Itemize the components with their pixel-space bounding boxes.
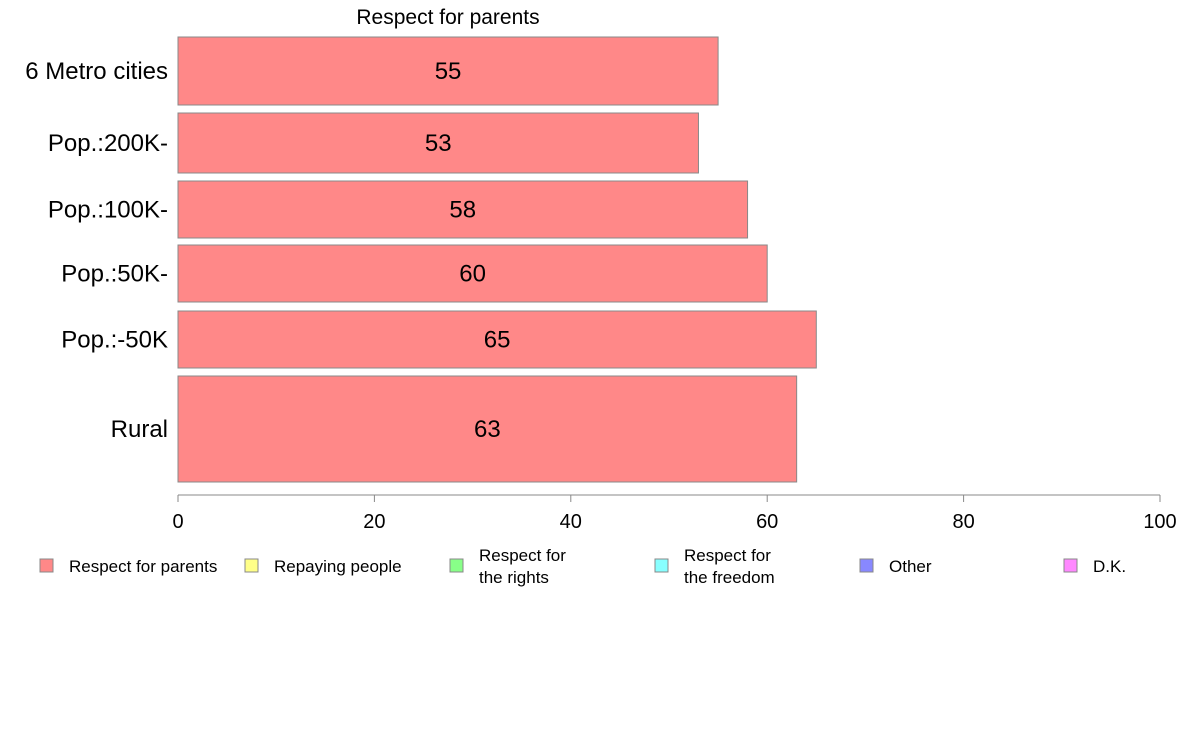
bars-group: 55 6 Metro cities 53 Pop.:200K- 58 Pop.:100K-…	[25, 36, 817, 483]
legend-swatch	[859, 558, 874, 573]
x-tick-label: 100	[1143, 511, 1176, 533]
bar-value-label: 58	[449, 197, 476, 224]
legend-label: Respect for parents	[69, 557, 217, 576]
category-label: Rural	[111, 416, 168, 443]
chart-title: Respect for parents	[356, 6, 539, 29]
category-label: 6 Metro cities	[25, 58, 168, 85]
bar-value-label: 60	[459, 261, 486, 288]
x-tick-label: 0	[172, 511, 183, 533]
bar	[177, 112, 699, 174]
legend-label: Other	[889, 557, 932, 576]
legend-label: Respect for the freedom	[684, 546, 775, 587]
x-tick-label: 40	[560, 511, 582, 533]
bar	[177, 375, 798, 483]
category-label: Pop.:50K-	[61, 261, 168, 288]
bar-value-label: 65	[484, 327, 511, 354]
x-axis: 0 20 40 60 80 100	[172, 494, 1177, 533]
x-tick-label: 80	[952, 511, 974, 533]
category-label: Pop.:-50K	[61, 327, 168, 354]
legend-swatch	[654, 558, 669, 573]
bar-value-label: 63	[474, 416, 501, 443]
legend-label: D.K.	[1093, 557, 1126, 576]
category-label: Pop.:200K-	[48, 130, 168, 157]
legend-label: Repaying people	[274, 557, 402, 576]
bar-value-label: 55	[435, 58, 462, 85]
bar	[177, 244, 768, 303]
bar	[177, 310, 817, 369]
legend-swatch	[244, 558, 259, 573]
legend-swatch	[449, 558, 464, 573]
category-label: Pop.:100K-	[48, 197, 168, 224]
legend: Respect for parents Repaying people Respec…	[39, 546, 1126, 587]
legend-swatch	[39, 558, 54, 573]
bar	[177, 36, 719, 106]
x-tick-label: 20	[363, 511, 385, 533]
legend-label: Respect for the rights	[479, 546, 566, 587]
legend-swatch	[1063, 558, 1078, 573]
x-tick-label: 60	[756, 511, 778, 533]
bar-value-label: 53	[425, 130, 452, 157]
bar	[177, 180, 749, 239]
